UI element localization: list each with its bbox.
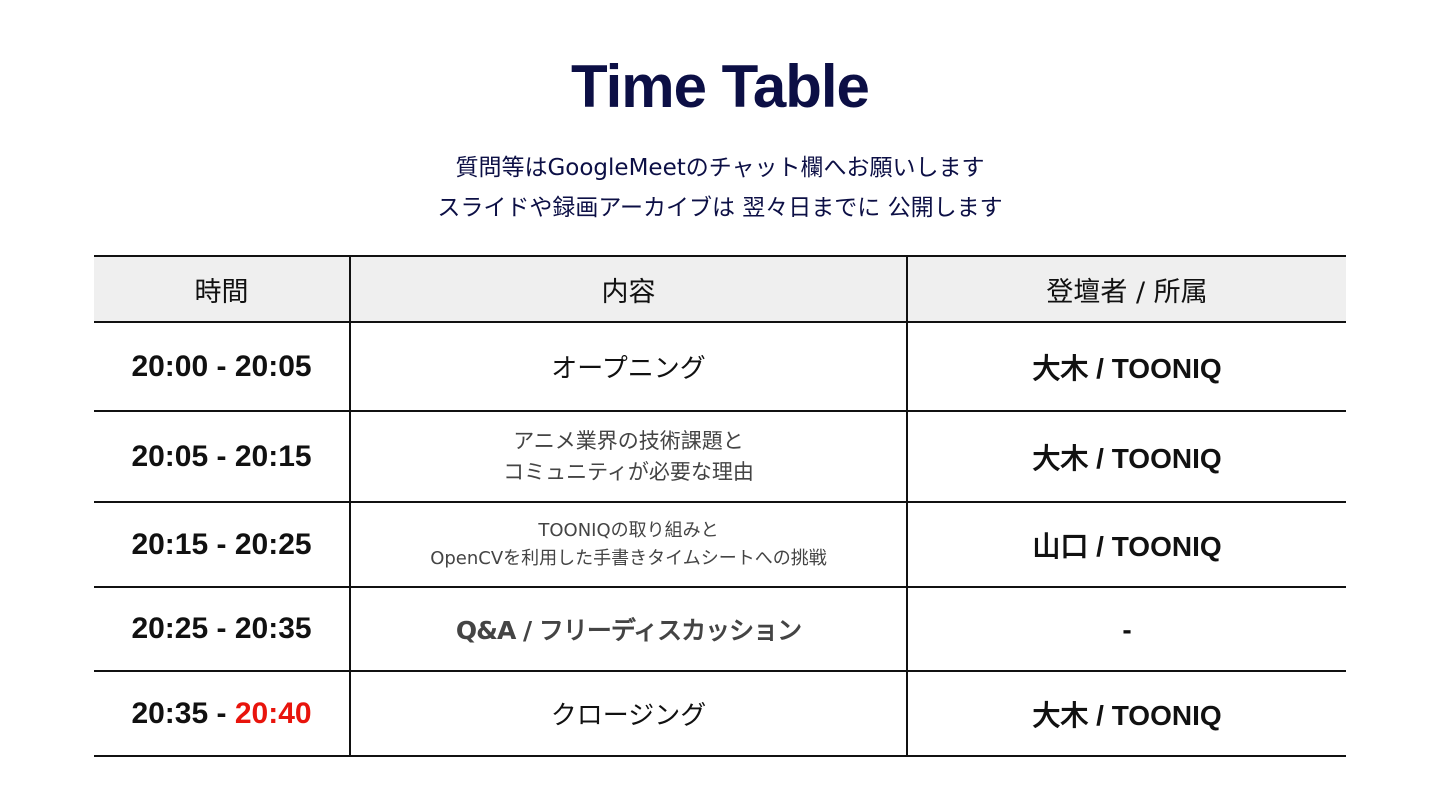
time-end-highlight: 20:40 (234, 696, 312, 730)
content-line: TOONIQの取り組みと (538, 519, 719, 541)
speaker-cell: - (906, 586, 1346, 672)
time-start: 20:25 - (131, 612, 235, 645)
speaker-cell: 大木 / TOONIQ (906, 321, 1346, 412)
time-end: 20:15 (234, 439, 312, 473)
content-cell: オープニング (349, 321, 907, 412)
speaker: 大木 / TOONIQ (1032, 699, 1222, 731)
content-cell: クロージング (349, 670, 907, 757)
header-time: 時間 (94, 255, 350, 323)
content-cell: アニメ業界の技術課題と コミュニティが必要な理由 (349, 410, 907, 503)
speaker: 大木 / TOONIQ (1032, 352, 1222, 384)
table-row: 20:35 - 20:40 クロージング 大木 / TOONIQ (94, 670, 1346, 757)
speaker: 大木 / TOONIQ (1032, 442, 1222, 474)
header-content: 内容 (349, 255, 907, 323)
table-row: 20:00 - 20:05 オープニング 大木 / TOONIQ (94, 321, 1346, 412)
speaker-cell: 大木 / TOONIQ (906, 670, 1346, 757)
time-cell: 20:15 - 20:25 (94, 501, 350, 588)
time-table: 時間 内容 登壇者 / 所属 20:00 - 20:05 オープニング 大木 /… (94, 255, 1346, 757)
table-row: 20:15 - 20:25 TOONIQの取り組みと OpenCVを利用した手書き… (94, 501, 1346, 588)
time-start: 20:05 - (131, 439, 235, 473)
table-row: 20:05 - 20:15 アニメ業界の技術課題と コミュニティが必要な理由 大木… (94, 410, 1346, 503)
time-start: 20:00 - (131, 349, 235, 383)
time-end: 20:25 (234, 527, 312, 561)
content-line: アニメ業界の技術課題と (513, 428, 744, 453)
time-cell: 20:00 - 20:05 (94, 321, 350, 412)
speaker-cell: 山口 / TOONIQ (906, 501, 1346, 588)
time-start: 20:35 - (131, 696, 235, 730)
subtitle-line-2: スライドや録画アーカイブは 翌々日までに 公開します (437, 195, 1003, 221)
speaker: - (1122, 613, 1132, 645)
subtitle-line-1: 質問等はGoogleMeetのチャット欄へお願いします (455, 155, 985, 181)
content-line: コミュニティが必要な理由 (503, 459, 754, 484)
header-speaker: 登壇者 / 所属 (906, 255, 1346, 323)
speaker-cell: 大木 / TOONIQ (906, 410, 1346, 503)
content-line: OpenCVを利用した手書きタイムシートへの挑戦 (430, 547, 827, 569)
time-end: 20:35 (234, 612, 312, 645)
content-cell: TOONIQの取り組みと OpenCVを利用した手書きタイムシートへの挑戦 (349, 501, 907, 588)
time-end: 20:05 (234, 349, 312, 383)
content-cell: Q&A / フリーディスカッション (349, 586, 907, 672)
time-cell: 20:25 - 20:35 (94, 586, 350, 672)
table-header-row: 時間 内容 登壇者 / 所属 (94, 255, 1346, 323)
time-start: 20:15 - (131, 527, 235, 561)
page-title: Time Table (571, 53, 870, 120)
time-cell: 20:05 - 20:15 (94, 410, 350, 503)
time-cell: 20:35 - 20:40 (94, 670, 350, 757)
speaker: 山口 / TOONIQ (1032, 530, 1222, 562)
table-row: 20:25 - 20:35 Q&A / フリーディスカッション - (94, 586, 1346, 672)
